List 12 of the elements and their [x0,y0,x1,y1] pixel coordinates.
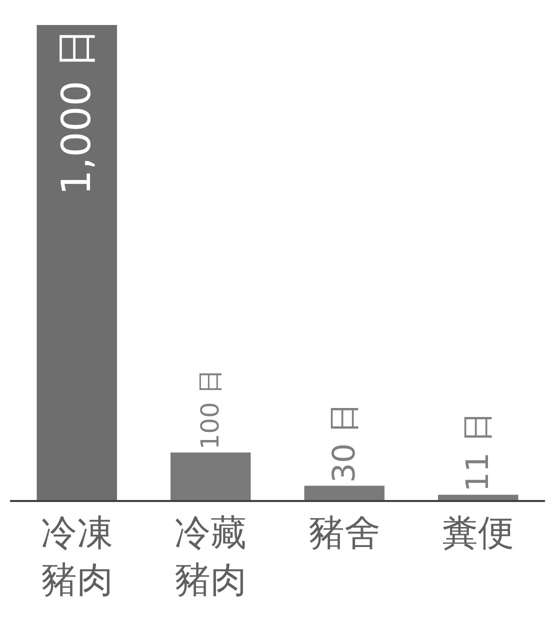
data-label: 30 日 [326,402,362,483]
x-tick-label: 冷藏豬肉 [174,513,247,601]
bar [304,486,384,500]
bar [36,25,117,500]
bar [170,452,251,500]
data-label: 11 日 [460,412,496,492]
data-label: 1,000 日 [54,28,100,196]
x-tick-label: 豬舍 [308,513,380,554]
data-label: 100 日 [196,369,225,450]
bar [438,494,518,500]
x-tick-label: 冷凍豬肉 [40,513,113,601]
x-tick-label: 糞便 [442,513,514,554]
